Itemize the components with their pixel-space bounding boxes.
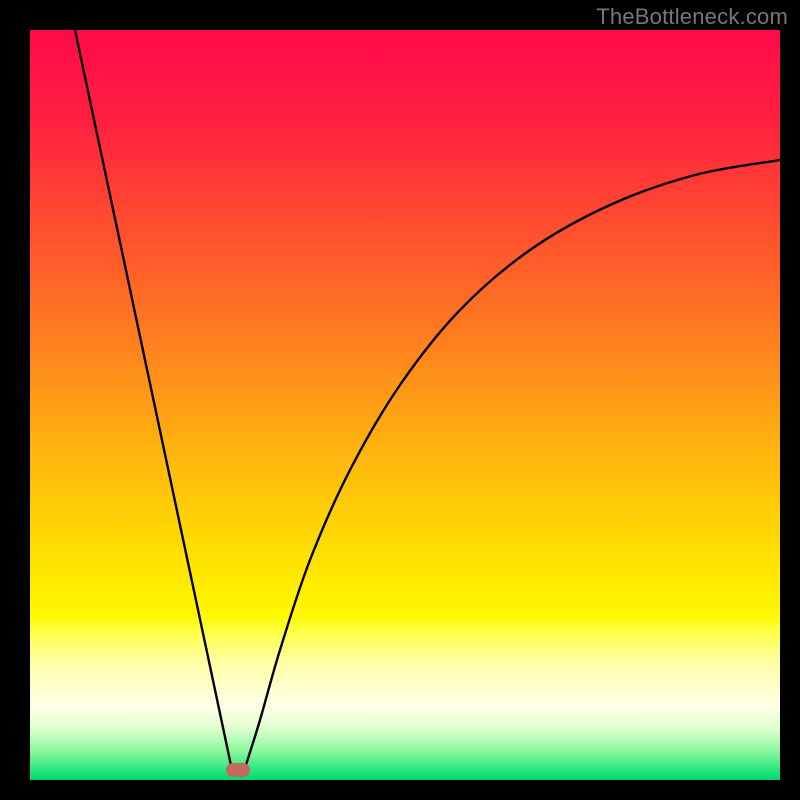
curve-left-branch — [75, 30, 232, 770]
curve-layer — [30, 30, 780, 780]
plot-area — [30, 30, 780, 780]
optimal-point-marker — [226, 763, 250, 777]
watermark-text: TheBottleneck.com — [596, 4, 788, 30]
chart-frame: TheBottleneck.com — [0, 0, 800, 800]
curve-right-branch — [245, 160, 780, 768]
